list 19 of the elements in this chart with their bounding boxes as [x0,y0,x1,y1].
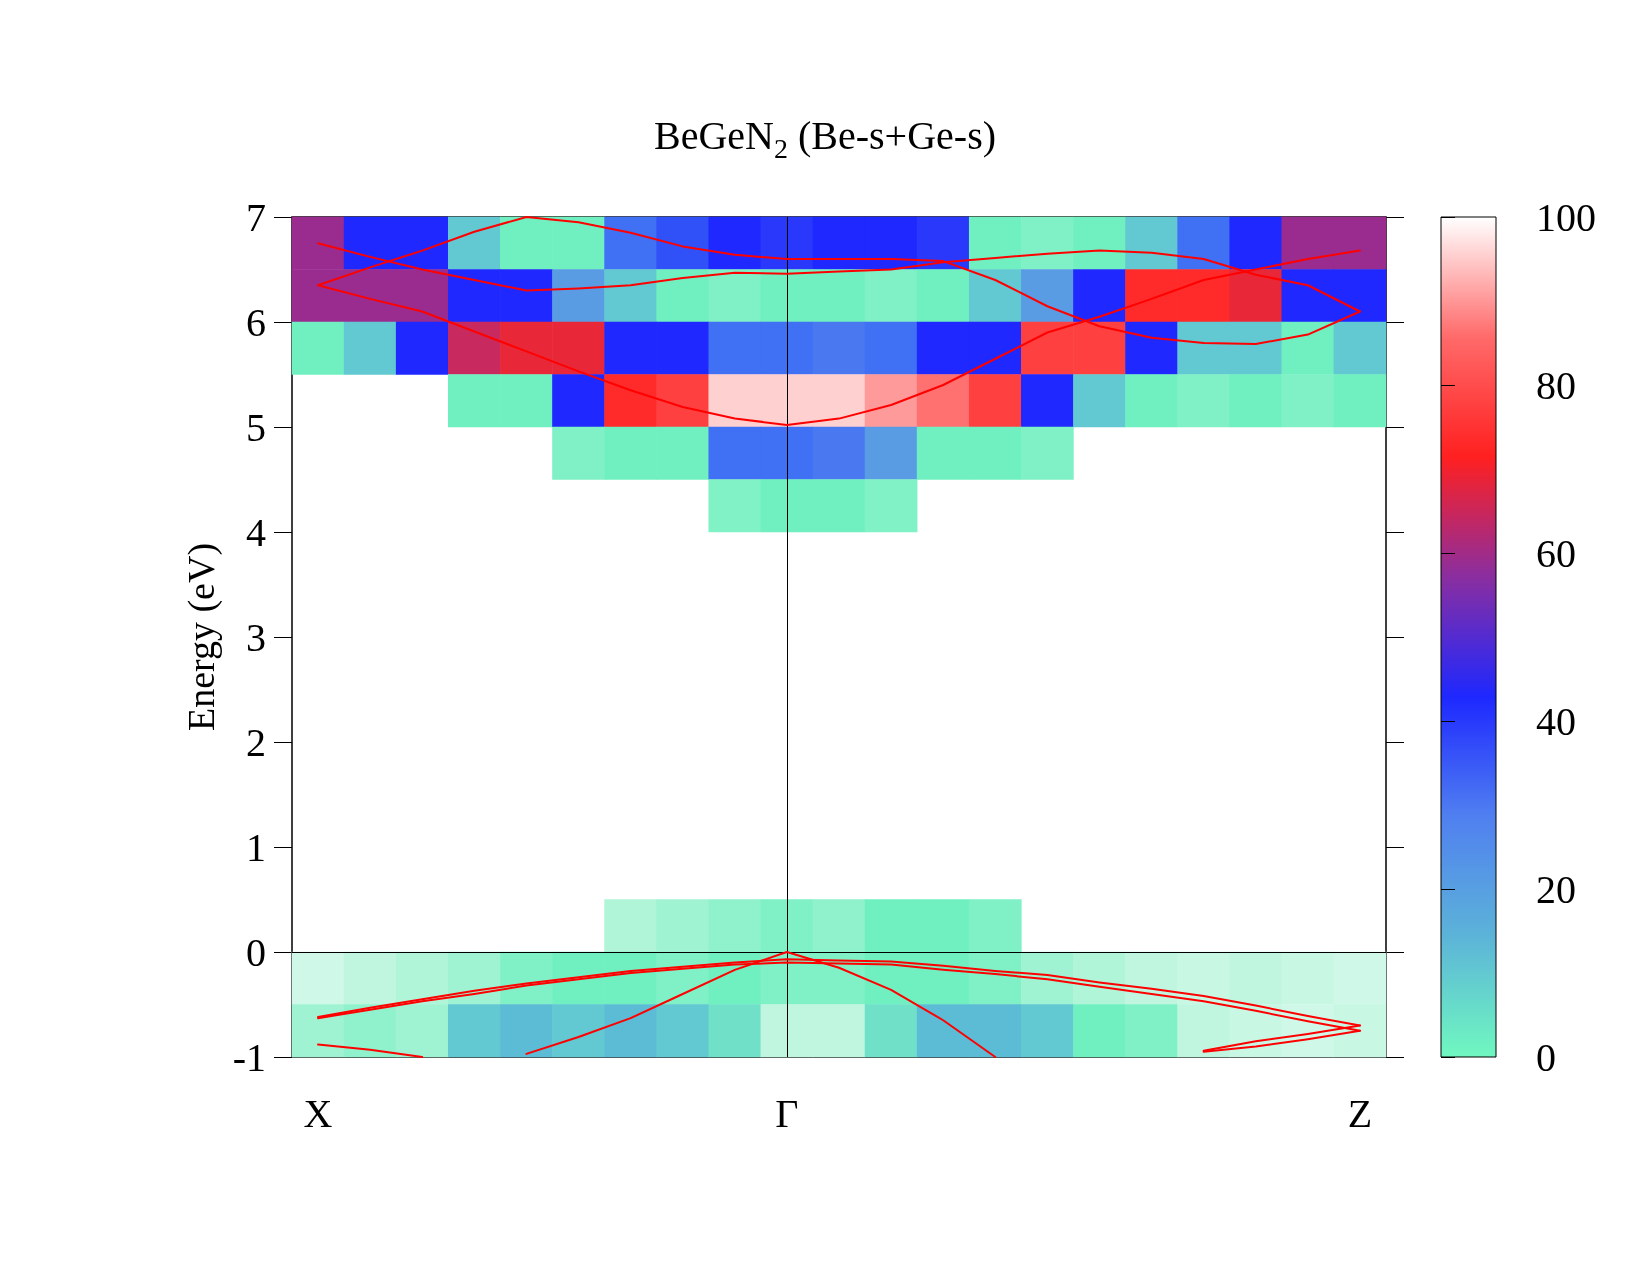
y-tick-label: 0 [246,929,266,975]
y-tick-label: 2 [246,719,266,765]
y-tick-label: -1 [232,1034,266,1080]
x-tick-label: Γ [775,1090,799,1136]
y-tick-label: 6 [246,299,266,345]
y-tick-label: 7 [246,194,266,240]
color-bar-label: 80 [1536,362,1576,408]
y-tick-label: 1 [246,824,266,870]
x-tick-label: X [303,1090,333,1136]
y-tick-label: 4 [246,509,266,555]
color-bar-label: 100 [1536,194,1596,240]
color-bar-label: 0 [1536,1034,1556,1080]
color-bar-label: 20 [1536,866,1576,912]
color-bar-label: 40 [1536,698,1576,744]
x-tick-label: Z [1347,1090,1373,1136]
y-tick-label: 5 [246,404,266,450]
y-axis-title: Energy (eV) [180,542,223,732]
color-bar-label: 60 [1536,530,1576,576]
y-tick-label: 3 [246,614,266,660]
